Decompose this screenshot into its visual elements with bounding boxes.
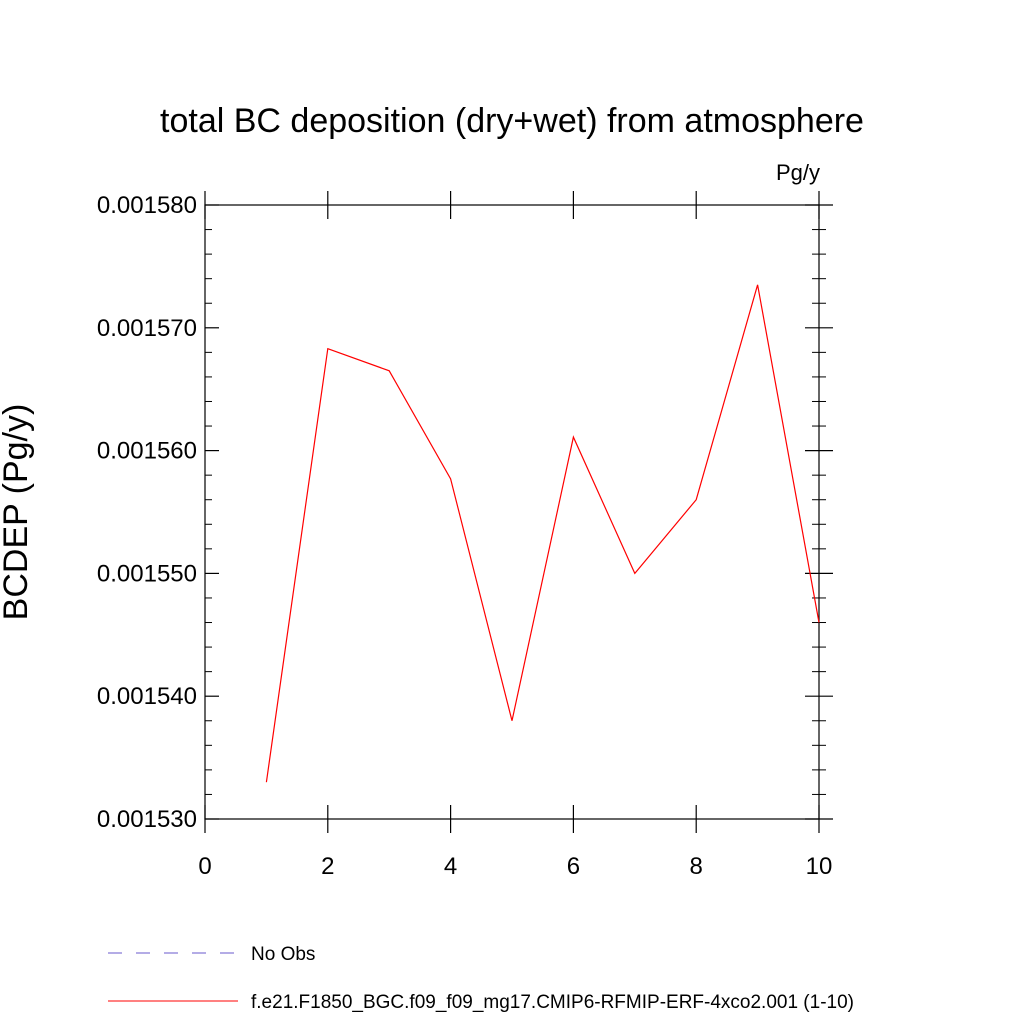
- y-tick-label: 0.001580: [97, 192, 197, 219]
- x-tick-label: 10: [806, 853, 833, 880]
- legend-label-no-obs: No Obs: [251, 944, 315, 965]
- y-axis-label: BCDEP (Pg/y): [0, 404, 35, 621]
- y-tick-label: 0.001570: [97, 315, 197, 342]
- units-label: Pg/y: [776, 160, 820, 185]
- chart-title: total BC deposition (dry+wet) from atmos…: [160, 102, 864, 140]
- legend-label-model-run: f.e21.F1850_BGC.f09_f09_mg17.CMIP6-RFMIP…: [251, 992, 854, 1013]
- x-axis-tick-labels: 0 2 4 6 8 10: [198, 853, 832, 880]
- series-lines: [265, 284, 820, 783]
- legend: No Obs f.e21.F1850_BGC.f09_f09_mg17.CMIP…: [108, 944, 854, 1013]
- y-axis-tick-labels: 0.001530 0.001540 0.001550 0.001560 0.001570…: [97, 192, 197, 833]
- x-tick-label: 8: [690, 853, 703, 880]
- y-tick-label: 0.001530: [97, 806, 197, 833]
- x-tick-label: 4: [444, 853, 457, 880]
- x-tick-label: 6: [567, 853, 580, 880]
- plot-frame: [204, 204, 820, 820]
- x-tick-label: 0: [198, 853, 211, 880]
- series-line-1: [265, 284, 820, 783]
- y-tick-label: 0.001560: [97, 438, 197, 465]
- y-tick-label: 0.001540: [97, 683, 197, 710]
- x-tick-label: 2: [321, 853, 334, 880]
- y-tick-label: 0.001550: [97, 560, 197, 587]
